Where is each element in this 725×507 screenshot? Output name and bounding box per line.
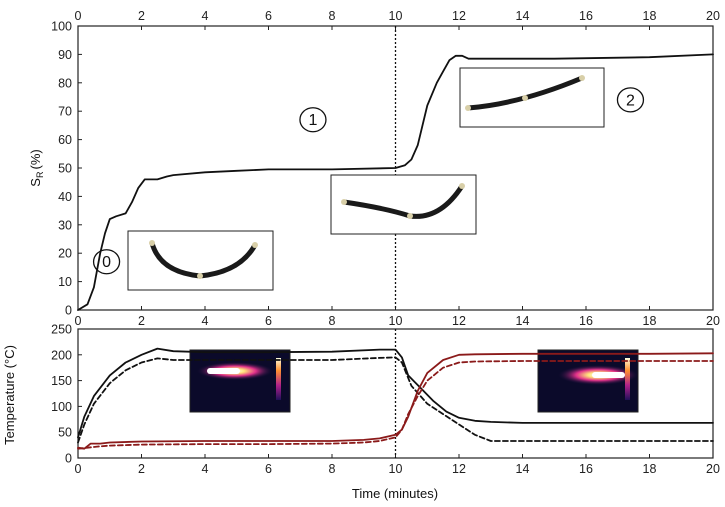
bottom-x-tick-label: 10 xyxy=(389,462,403,476)
thermal-image-cooling xyxy=(537,349,639,413)
top-panel: 0 2 4 6 8 10 12 14 16 18 200 2 4 6 8 10 12 14 16 18 20010203… xyxy=(28,9,720,328)
top-y-tick-label: 10 xyxy=(58,275,72,289)
top-x-tick-label: 16 xyxy=(579,314,593,328)
bottom-series-layer xyxy=(77,329,714,458)
top-x-top-tick-label: 6 xyxy=(265,9,272,23)
top-x-tick-label: 0 xyxy=(75,314,82,328)
top-y-tick-label: 100 xyxy=(51,20,72,34)
bottom-x-tick-label: 8 xyxy=(329,462,336,476)
bottom-series-line-3 xyxy=(77,352,714,450)
top-y-tick-label: 0 xyxy=(65,304,72,318)
bottom-x-axis-label: Time (minutes) xyxy=(352,486,438,501)
top-x-tick-label: 18 xyxy=(643,314,657,328)
top-x-top-tick-label: 2 xyxy=(138,9,145,23)
top-y-tick-label: 70 xyxy=(58,105,72,119)
inset-photo-stage-1 xyxy=(330,174,477,235)
top-series-line-1 xyxy=(77,53,714,311)
top-x-tick-label: 20 xyxy=(706,314,720,328)
bottom-x-tick-label: 4 xyxy=(202,462,209,476)
region-marker-circle xyxy=(616,87,645,113)
top-x-top-tick-label: 14 xyxy=(516,9,530,23)
region-marker-circle xyxy=(299,107,327,133)
top-x-top-tick-label: 16 xyxy=(579,9,593,23)
top-y-tick-label: 60 xyxy=(58,133,72,147)
bottom-x-tick-label: 12 xyxy=(452,462,466,476)
top-x-tick-label: 2 xyxy=(138,314,145,328)
bottom-x-tick-label: 0 xyxy=(75,462,82,476)
bottom-y-axis-label: Temperature (°C) xyxy=(2,345,17,445)
bottom-y-tick-label: 0 xyxy=(65,452,72,466)
top-y-tick-label: 90 xyxy=(58,48,72,62)
bottom-x-tick-label: 16 xyxy=(579,462,593,476)
top-x-top-tick-label: 0 xyxy=(75,9,82,23)
inset-photo-stage-2 xyxy=(459,67,605,128)
region-labels: 0 1 2 xyxy=(92,87,645,275)
bottom-x-tick-label: 2 xyxy=(138,462,145,476)
top-series-layer xyxy=(77,26,714,311)
top-y-axis-label: SR(%) xyxy=(28,149,45,186)
bottom-y-tick-label: 100 xyxy=(51,400,72,414)
top-x-top-tick-label: 18 xyxy=(643,9,657,23)
top-x-top-tick-label: 12 xyxy=(452,9,466,23)
region-marker-circle xyxy=(92,249,121,275)
bottom-y-tick-label: 200 xyxy=(51,348,72,362)
top-x-tick-label: 12 xyxy=(452,314,466,328)
top-x-tick-label: 14 xyxy=(516,314,530,328)
top-x-tick-label: 4 xyxy=(202,314,209,328)
inset-photo-stage-0 xyxy=(127,230,274,291)
top-x-tick-label: 8 xyxy=(329,314,336,328)
top-y-tick-label: 30 xyxy=(58,218,72,232)
region-marker-label: 2 xyxy=(626,92,635,109)
region-marker-label: 1 xyxy=(308,112,317,129)
top-x-top-tick-label: 4 xyxy=(202,9,209,23)
bottom-series-line-1 xyxy=(77,347,714,439)
bottom-series-line-4 xyxy=(77,360,714,450)
bottom-y-tick-label: 250 xyxy=(51,323,72,337)
region-marker-label: 0 xyxy=(102,254,111,271)
top-x-top-tick-label: 8 xyxy=(329,9,336,23)
top-x-tick-label: 10 xyxy=(389,314,403,328)
top-y-tick-label: 50 xyxy=(58,162,72,176)
bottom-series-line-2 xyxy=(77,356,714,444)
bottom-x-tick-label: 18 xyxy=(643,462,657,476)
bottom-y-tick-label: 150 xyxy=(51,374,72,388)
top-x-tick-label: 6 xyxy=(265,314,272,328)
bottom-x-tick-label: 14 xyxy=(516,462,530,476)
top-x-top-tick-label: 10 xyxy=(389,9,403,23)
bottom-x-tick-label: 6 xyxy=(265,462,272,476)
top-y-tick-label: 80 xyxy=(58,76,72,90)
top-axis-ticks: 0 2 4 6 8 10 12 14 16 18 200 2 4 6 8 10 12 14 16 18 20010203… xyxy=(51,9,720,328)
top-x-top-tick-label: 20 xyxy=(706,9,720,23)
top-y-tick-label: 20 xyxy=(58,247,72,261)
bottom-y-tick-label: 50 xyxy=(58,426,72,440)
bottom-x-tick-label: 20 xyxy=(706,462,720,476)
top-y-tick-label: 40 xyxy=(58,190,72,204)
